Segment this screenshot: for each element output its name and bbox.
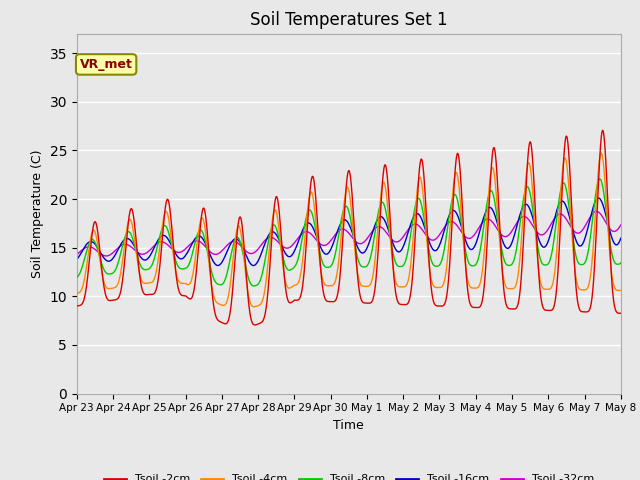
Legend: Tsoil -2cm, Tsoil -4cm, Tsoil -8cm, Tsoil -16cm, Tsoil -32cm: Tsoil -2cm, Tsoil -4cm, Tsoil -8cm, Tsoi… bbox=[99, 470, 598, 480]
Title: Soil Temperatures Set 1: Soil Temperatures Set 1 bbox=[250, 11, 447, 29]
Text: VR_met: VR_met bbox=[80, 58, 132, 71]
X-axis label: Time: Time bbox=[333, 419, 364, 432]
Y-axis label: Soil Temperature (C): Soil Temperature (C) bbox=[31, 149, 44, 278]
